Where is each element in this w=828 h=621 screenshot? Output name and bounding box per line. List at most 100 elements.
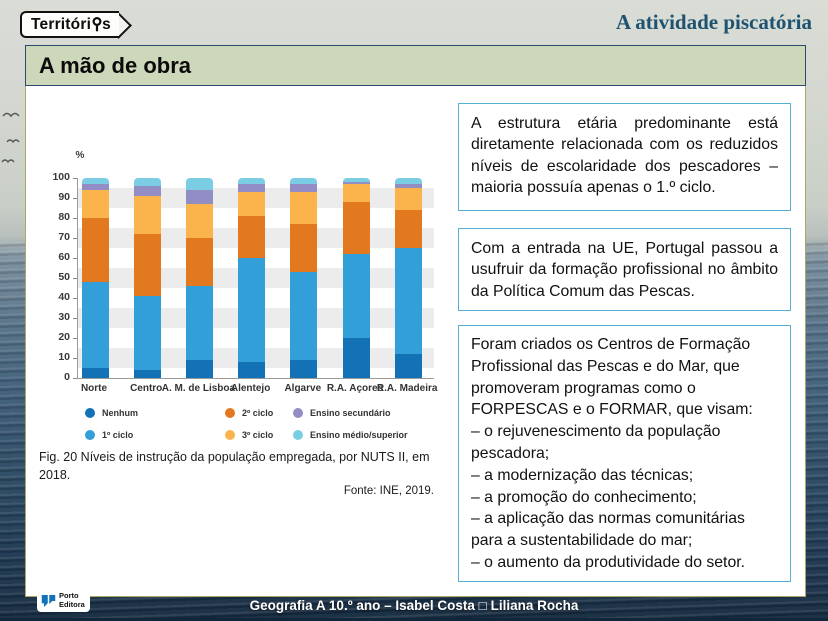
segment-Ensino secundário	[185, 190, 213, 204]
segment-Nenhum	[81, 368, 109, 378]
y-tick-mark	[73, 238, 77, 239]
brand-suffix: s	[102, 15, 111, 33]
y-tick-label: 60	[58, 251, 70, 263]
publisher-line2: Editora	[59, 599, 85, 609]
chart-legend: Nenhum 1º ciclo 2º ciclo 3º ciclo Ensino sec…	[85, 402, 473, 446]
segment-Ensino secundário	[290, 184, 318, 192]
topic-title: A atividade piscatória	[615, 10, 812, 34]
y-tick-label: 90	[58, 191, 70, 203]
x-label-Algarve: Algarve	[284, 383, 322, 394]
map-pin-icon	[92, 16, 102, 31]
x-label-Norte: Norte	[80, 383, 108, 394]
legend-label: 2º ciclo	[242, 408, 274, 418]
birds-icon	[1, 112, 20, 164]
note-box-3: Foram criados os Centros de Formação Pro…	[458, 325, 791, 582]
segment-2º ciclo	[342, 202, 370, 254]
y-tick-label: 50	[58, 271, 70, 283]
segment-Nenhum	[290, 360, 318, 378]
y-tick-label: 0	[64, 371, 70, 383]
y-tick-label: 100	[52, 171, 70, 183]
bar-Norte	[81, 178, 109, 378]
segment-3º ciclo	[342, 184, 370, 202]
y-tick-mark	[73, 298, 77, 299]
porto-editora-text: Porto Editora	[59, 590, 85, 609]
bottom-edge	[0, 618, 828, 621]
legend-label: Nenhum	[102, 408, 138, 418]
chart-plot	[77, 178, 434, 379]
legend-item-3º ciclo: 3º ciclo	[225, 424, 293, 446]
footer-credit: Geografia A 10.º ano – Isabel Costa □ Li…	[249, 598, 579, 613]
publisher-line1: Porto	[59, 590, 79, 600]
slide-title-bar: A mão de obra	[25, 45, 806, 86]
segment-3º ciclo	[133, 196, 161, 234]
segment-3º ciclo	[290, 192, 318, 224]
segment-Ensino médio/superior	[81, 178, 109, 184]
y-tick-mark	[73, 198, 77, 199]
legend-item-Ensino secundário: Ensino secundário	[293, 402, 473, 424]
segment-3º ciclo	[238, 192, 266, 216]
legend-item-2º ciclo: 2º ciclo	[225, 402, 293, 424]
y-tick-label: 30	[58, 311, 70, 323]
segment-2º ciclo	[238, 216, 266, 258]
bar-Algarve	[290, 178, 318, 378]
y-tick-mark	[73, 258, 77, 259]
territorios-logo-box: Territóri s	[20, 11, 119, 38]
figure-caption: Fig. 20 Níveis de instrução da população…	[39, 450, 430, 482]
segment-1º ciclo	[133, 296, 161, 370]
x-label-R.A. Açores: R.A. Açores	[326, 383, 384, 394]
figure-source: Fonte: INE, 2019.	[343, 485, 434, 497]
segment-Nenhum	[133, 370, 161, 378]
porto-editora-logo: Porto Editora	[37, 589, 90, 612]
segment-Nenhum	[342, 338, 370, 378]
legend-swatch	[85, 408, 95, 418]
bar-R.A. Madeira	[394, 178, 422, 378]
y-tick-label: 40	[58, 291, 70, 303]
chart-y-axis-unit: %	[75, 150, 85, 161]
y-tick-mark	[73, 338, 77, 339]
legend-label: 3º ciclo	[242, 430, 274, 440]
y-tick-label: 80	[58, 211, 70, 223]
segment-Ensino secundário	[394, 184, 422, 188]
note-box-1: A estrutura etária predominante está dir…	[458, 103, 791, 211]
x-label-Alentejo: Alentejo	[230, 383, 271, 394]
bar-R.A. Açores	[342, 178, 370, 378]
segment-Ensino médio/superior	[290, 178, 318, 184]
segment-2º ciclo	[133, 234, 161, 296]
legend-item-Ensino médio/superior: Ensino médio/superior	[293, 424, 473, 446]
segment-2º ciclo	[185, 238, 213, 286]
segment-1º ciclo	[238, 258, 266, 362]
bar-Alentejo	[238, 178, 266, 378]
legend-item-1º ciclo: 1º ciclo	[85, 424, 225, 446]
segment-1º ciclo	[290, 272, 318, 360]
legend-label: 1º ciclo	[102, 430, 134, 440]
segment-2º ciclo	[394, 210, 422, 248]
legend-item-Nenhum: Nenhum	[85, 402, 225, 424]
segment-Nenhum	[185, 360, 213, 378]
segment-Ensino médio/superior	[185, 178, 213, 190]
segment-1º ciclo	[342, 254, 370, 338]
x-label-Centro: Centro	[130, 383, 163, 394]
porto-editora-icon	[41, 594, 56, 607]
legend-label: Ensino médio/superior	[310, 430, 408, 440]
segment-Ensino médio/superior	[238, 178, 266, 184]
segment-Ensino secundário	[133, 186, 161, 196]
legend-swatch	[225, 430, 235, 440]
segment-3º ciclo	[185, 204, 213, 238]
y-tick-label: 70	[58, 231, 70, 243]
segment-3º ciclo	[394, 188, 422, 210]
segment-2º ciclo	[290, 224, 318, 272]
territorios-logo-text: Territóri s	[31, 16, 111, 34]
segment-Nenhum	[238, 362, 266, 378]
segment-1º ciclo	[185, 286, 213, 360]
segment-3º ciclo	[81, 190, 109, 218]
y-tick-label: 10	[58, 351, 70, 363]
y-tick-label: 20	[58, 331, 70, 343]
segment-Ensino secundário	[342, 182, 370, 184]
segment-Ensino médio/superior	[394, 178, 422, 184]
territorios-logo: Territóri s	[20, 11, 132, 39]
segment-1º ciclo	[394, 248, 422, 354]
y-tick-mark	[73, 178, 77, 179]
slide-title: A mão de obra	[39, 52, 191, 78]
y-tick-mark	[73, 318, 77, 319]
